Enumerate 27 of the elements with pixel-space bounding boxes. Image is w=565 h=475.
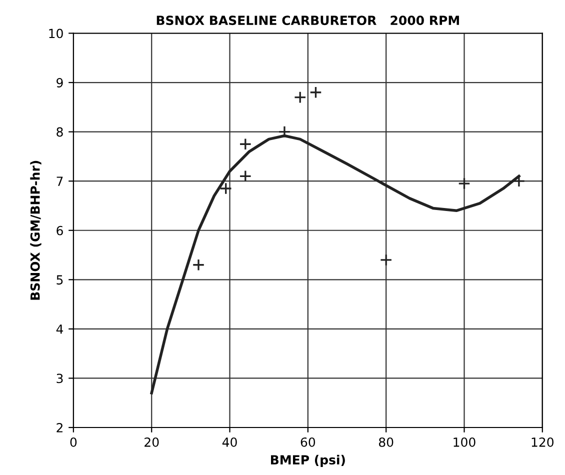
y-tick-label: 10 bbox=[49, 28, 63, 38]
x-tick-label: 0 bbox=[70, 437, 77, 447]
point bbox=[220, 182, 232, 195]
point bbox=[310, 86, 322, 99]
y-tick-label: 8 bbox=[56, 127, 63, 137]
y-tick-label: 4 bbox=[56, 324, 64, 334]
x-tick-label: 20 bbox=[144, 437, 159, 447]
y-tick-label: 7 bbox=[56, 176, 63, 186]
x-tick-label: 40 bbox=[222, 437, 237, 447]
point bbox=[380, 254, 392, 266]
point bbox=[239, 170, 252, 182]
point bbox=[192, 258, 205, 272]
y-tick-label: 6 bbox=[56, 226, 63, 236]
y-tick-label: 3 bbox=[56, 374, 63, 384]
point bbox=[294, 91, 306, 104]
point bbox=[239, 138, 252, 150]
x-axis-title: BMEP (psi) bbox=[271, 454, 345, 467]
y-axis-title: BSNOX (GM/BHP-hr) bbox=[30, 160, 42, 300]
point bbox=[458, 177, 470, 190]
x-tick-label: 120 bbox=[532, 437, 554, 447]
x-tick-label: 100 bbox=[454, 437, 476, 447]
chart-title: BSNOX BASELINE CARBURETOR 2000 RPM bbox=[156, 16, 459, 26]
y-tick-label: 2 bbox=[56, 422, 62, 432]
y-tick-label: 5 bbox=[56, 275, 63, 285]
x-tick-label: 60 bbox=[300, 437, 316, 447]
x-tick-label: 80 bbox=[378, 437, 394, 447]
y-tick-label: 9 bbox=[56, 78, 63, 88]
